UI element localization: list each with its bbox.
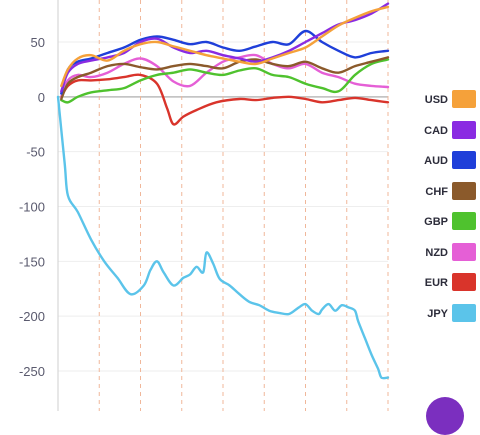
legend-swatch <box>452 151 476 169</box>
legend-item-jpy: JPY <box>408 303 478 335</box>
series-line-gbp <box>60 58 390 104</box>
legend-label: NZD <box>425 246 448 259</box>
series-line-eur <box>60 73 390 126</box>
legend-label: EUR <box>424 277 448 289</box>
series-layer <box>56 2 390 380</box>
legend-label: AUD <box>424 155 448 167</box>
legend-item-gbp: GBP <box>408 212 478 243</box>
legend-label: CAD <box>424 124 448 137</box>
line-chart: 50 0 -50 -100 -150 -200 -250 <box>19 0 390 411</box>
y-axis-ticks: 50 0 -50 -100 -150 -200 -250 <box>19 35 45 379</box>
y-tick-label: -150 <box>19 254 45 269</box>
legend-item-usd: USD <box>408 90 478 121</box>
legend-item-eur: EUR <box>408 273 478 304</box>
legend-swatch <box>452 212 476 230</box>
legend-label: USD <box>424 94 448 106</box>
series-line-usd <box>60 5 390 88</box>
series-line-jpy <box>56 95 390 380</box>
app-badge-icon[interactable] <box>426 397 464 435</box>
y-tick-label: -100 <box>19 200 45 215</box>
series-line-chf <box>60 56 390 101</box>
legend-swatch <box>452 303 476 322</box>
legend-label: CHF <box>425 185 448 198</box>
legend-swatch <box>452 90 476 108</box>
legend-label: JPY <box>427 307 448 320</box>
series-line-aud <box>60 29 390 95</box>
y-tick-label: -250 <box>19 364 45 379</box>
legend-item-cad: CAD <box>408 120 478 152</box>
legend-swatch <box>452 120 476 139</box>
legend: USD CAD AUD CHF GBP NZD EUR JPY <box>408 90 478 334</box>
legend-item-chf: CHF <box>408 181 478 213</box>
legend-swatch <box>452 181 476 200</box>
legend-swatch <box>452 242 476 261</box>
y-tick-label: -50 <box>26 145 45 160</box>
legend-item-aud: AUD <box>408 151 478 182</box>
y-tick-label: 50 <box>31 35 45 50</box>
legend-label: GBP <box>424 216 448 228</box>
grid-layer <box>57 0 389 411</box>
legend-swatch <box>452 273 476 291</box>
legend-item-nzd: NZD <box>408 242 478 274</box>
y-tick-label: 0 <box>38 90 45 105</box>
y-tick-label: -200 <box>19 309 45 324</box>
